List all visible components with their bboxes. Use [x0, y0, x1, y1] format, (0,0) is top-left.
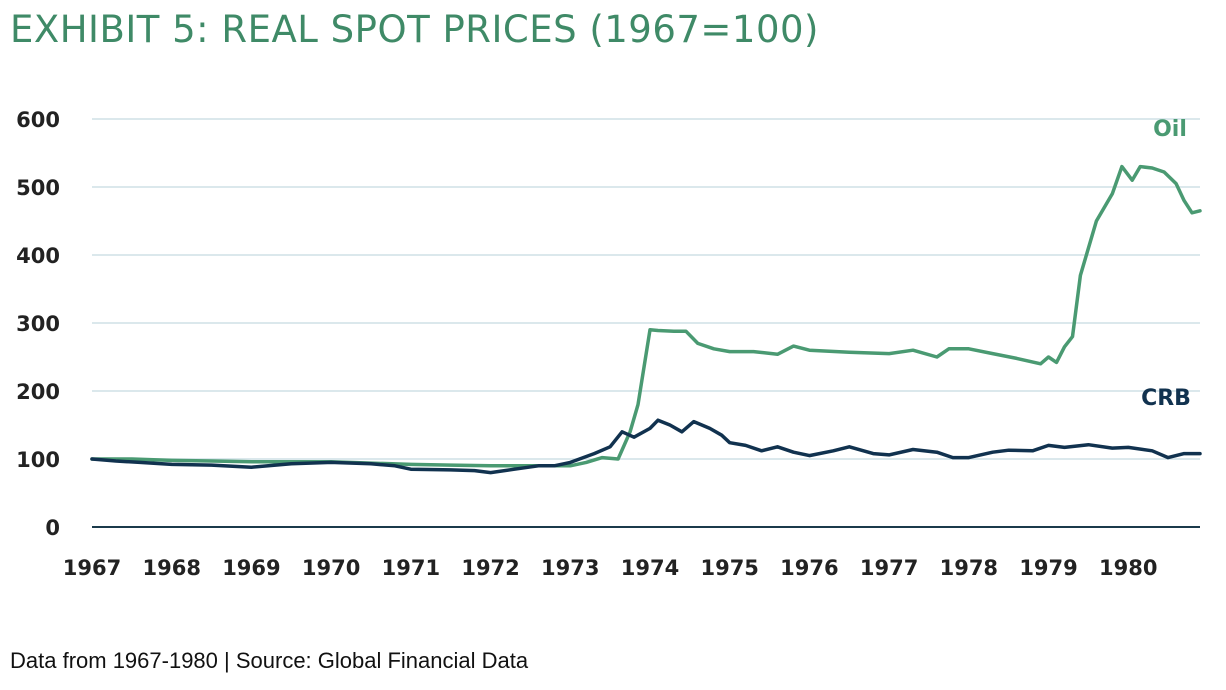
line-chart: 0 100 200 300 400 500 600 1967 1968 1969 1970 1971… [16, 108, 1202, 580]
x-tick-label-1976: 1976 [780, 556, 838, 580]
x-tick-label-1971: 1971 [382, 556, 440, 580]
y-tick-label-0: 0 [45, 516, 60, 540]
chart-title: EXHIBIT 5: REAL SPOT PRICES (1967=100) [10, 8, 819, 51]
source-footnote: Data from 1967-1980 | Source: Global Fin… [10, 648, 529, 673]
series-line-crb [90, 418, 1202, 475]
y-tick-label-200: 200 [16, 380, 60, 404]
series-lines [90, 164, 1202, 475]
y-tick-label-100: 100 [16, 448, 60, 472]
y-tick-label-600: 600 [16, 108, 60, 132]
series-label-crb: CRB [1141, 386, 1191, 411]
x-tick-label-1977: 1977 [860, 556, 918, 580]
y-tick-label-400: 400 [16, 244, 60, 268]
x-tick-label-1975: 1975 [700, 556, 758, 580]
y-tick-label-500: 500 [16, 176, 60, 200]
x-tick-label-1978: 1978 [940, 556, 998, 580]
x-tick-label-1979: 1979 [1019, 556, 1077, 580]
x-tick-label-1969: 1969 [222, 556, 280, 580]
x-tick-label-1973: 1973 [541, 556, 599, 580]
x-axis-tick-labels: 1967 1968 1969 1970 1971 1972 1973 1974 1975 1976… [63, 556, 1158, 580]
y-axis-tick-labels: 0 100 200 300 400 500 600 [16, 108, 60, 540]
x-tick-label-1974: 1974 [621, 556, 679, 580]
x-tick-label-1972: 1972 [461, 556, 519, 580]
y-tick-label-300: 300 [16, 312, 60, 336]
series-labels: Oil CRB [1141, 117, 1191, 411]
series-label-oil: Oil [1153, 117, 1187, 142]
x-tick-label-1980: 1980 [1099, 556, 1157, 580]
x-tick-label-1967: 1967 [63, 556, 121, 580]
series-line-oil [90, 164, 1202, 468]
x-tick-label-1970: 1970 [302, 556, 360, 580]
gridlines [92, 118, 1200, 528]
x-tick-label-1968: 1968 [142, 556, 200, 580]
